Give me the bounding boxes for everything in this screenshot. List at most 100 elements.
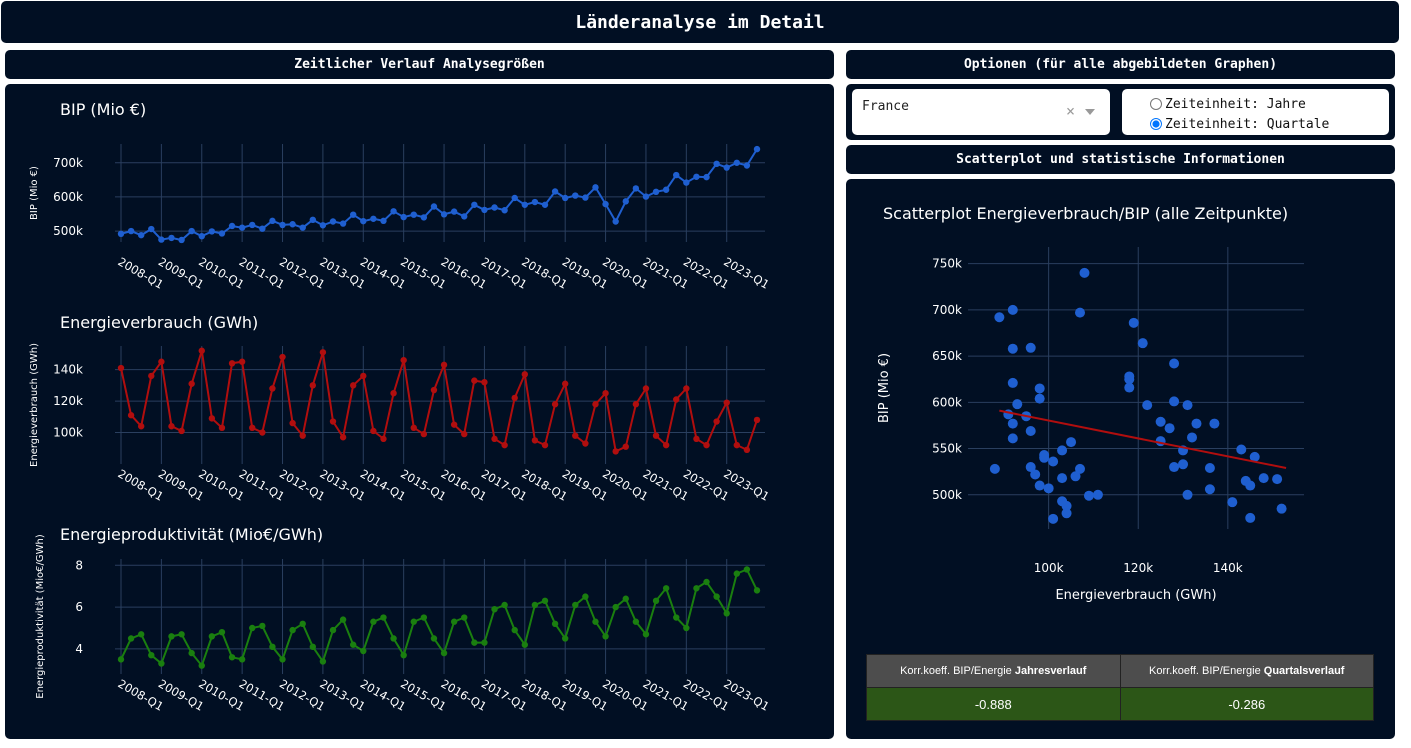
x-tick-label: 2015-Q1 [398, 676, 448, 713]
data-point [137, 423, 145, 430]
data-point [592, 401, 599, 408]
data-point [541, 441, 549, 449]
data-point [501, 601, 508, 609]
data-point [249, 221, 256, 229]
x-tick-label: 2020-Q1 [600, 254, 650, 291]
data-point [733, 159, 741, 166]
y-tick-label: 100k [53, 426, 83, 440]
chevron-down-icon[interactable] [1085, 109, 1095, 115]
data-point [158, 358, 165, 365]
data-point [733, 570, 741, 577]
scatter-point [1169, 396, 1180, 407]
x-tick-label: 2016-Q1 [439, 466, 489, 503]
page-header: Länderanalyse im Detail [1, 1, 1399, 43]
data-point [430, 386, 438, 394]
scatter-point [1034, 480, 1045, 491]
scatter-point [1258, 473, 1269, 484]
scatter-point [1034, 383, 1045, 394]
bip-chart: BIP (Mio €) BIP (Mio €) 2008-Q12009-Q12010… [29, 100, 772, 292]
scatter-point [1245, 512, 1256, 523]
data-point [410, 211, 417, 218]
correlation-table: Korr.koeff. BIP/Energie Jahresverlauf Ko… [866, 654, 1374, 721]
data-point [380, 614, 387, 621]
y-axis-label: BIP (Mio €) [877, 353, 892, 423]
data-point [420, 430, 428, 438]
data-point [360, 217, 367, 225]
data-point [541, 597, 549, 605]
data-point [440, 361, 448, 369]
radio-quarters-input[interactable] [1150, 118, 1162, 130]
data-point [582, 440, 589, 447]
data-point [561, 380, 569, 387]
data-point [501, 207, 508, 214]
scatter-point [1079, 267, 1090, 278]
data-point [218, 230, 226, 237]
data-point [733, 441, 741, 449]
data-point [743, 566, 751, 573]
data-point [279, 221, 286, 229]
data-point [299, 620, 306, 628]
data-point [420, 614, 428, 621]
x-tick-label: 2008-Q1 [116, 254, 166, 291]
data-point [259, 622, 266, 630]
x-tick-label: 2019-Q1 [560, 254, 610, 291]
radio-option-quarters[interactable]: Zeiteinheit: Quartale [1150, 114, 1389, 134]
x-tick-label: 2012-Q1 [277, 254, 327, 291]
x-tick-label: 2013-Q1 [317, 676, 367, 713]
chart-title: Energieproduktivität (Mio€/GWh) [60, 525, 323, 544]
data-point [652, 597, 660, 605]
scatter-point [1048, 513, 1059, 524]
scatter-point [1070, 471, 1081, 482]
data-point [349, 211, 357, 218]
data-point [693, 173, 700, 180]
data-point [602, 390, 609, 397]
x-tick-label: 2020-Q1 [600, 466, 650, 503]
x-tick-label: 2011-Q1 [237, 676, 287, 713]
data-point [622, 443, 629, 450]
radio-years-input[interactable] [1150, 98, 1162, 110]
scatter-point [1083, 490, 1094, 501]
data-point [430, 635, 438, 642]
data-point [450, 208, 458, 215]
data-point [622, 198, 629, 205]
data-point [632, 618, 640, 625]
data-point [168, 234, 175, 242]
x-tick-label: 2016-Q1 [439, 676, 489, 713]
data-point [632, 185, 640, 192]
data-point [713, 593, 720, 600]
data-point [461, 614, 468, 621]
scatter-point [1007, 377, 1018, 388]
scatter-point [1039, 450, 1050, 461]
radio-option-years[interactable]: Zeiteinheit: Jahre [1150, 94, 1389, 114]
data-point [198, 347, 205, 354]
country-dropdown[interactable]: France × [852, 89, 1110, 135]
data-point [390, 635, 397, 642]
scatter-point [1272, 474, 1283, 485]
data-point [400, 651, 407, 659]
scatter-point [1057, 445, 1068, 456]
data-point [471, 201, 478, 208]
data-point [117, 230, 125, 238]
data-point [501, 441, 508, 449]
x-tick-label: 2009-Q1 [156, 254, 206, 291]
x-tick-label: 2010-Q1 [196, 254, 246, 291]
data-point [370, 427, 377, 435]
x-axis-label: Energieverbrauch (GWh) [1055, 588, 1216, 603]
time-series-panel: BIP (Mio €) BIP (Mio €) 2008-Q1 2009-Q1 2010… [5, 84, 834, 739]
data-point [188, 380, 195, 387]
clear-icon[interactable]: × [1066, 102, 1076, 120]
data-point [693, 435, 700, 443]
x-tick-label: 2023-Q1 [721, 466, 771, 503]
data-point [551, 188, 559, 195]
scatter-point [1137, 338, 1148, 349]
data-point [158, 236, 165, 243]
scatter-point [1025, 462, 1036, 473]
x-tick-label: 2014-Q1 [358, 254, 408, 291]
data-point [238, 656, 246, 663]
data-point [642, 193, 650, 200]
data-point [329, 626, 337, 634]
data-point [511, 194, 518, 202]
data-point [299, 432, 306, 439]
y-tick-label: 500k [53, 224, 83, 238]
scatter-point [1178, 459, 1189, 470]
